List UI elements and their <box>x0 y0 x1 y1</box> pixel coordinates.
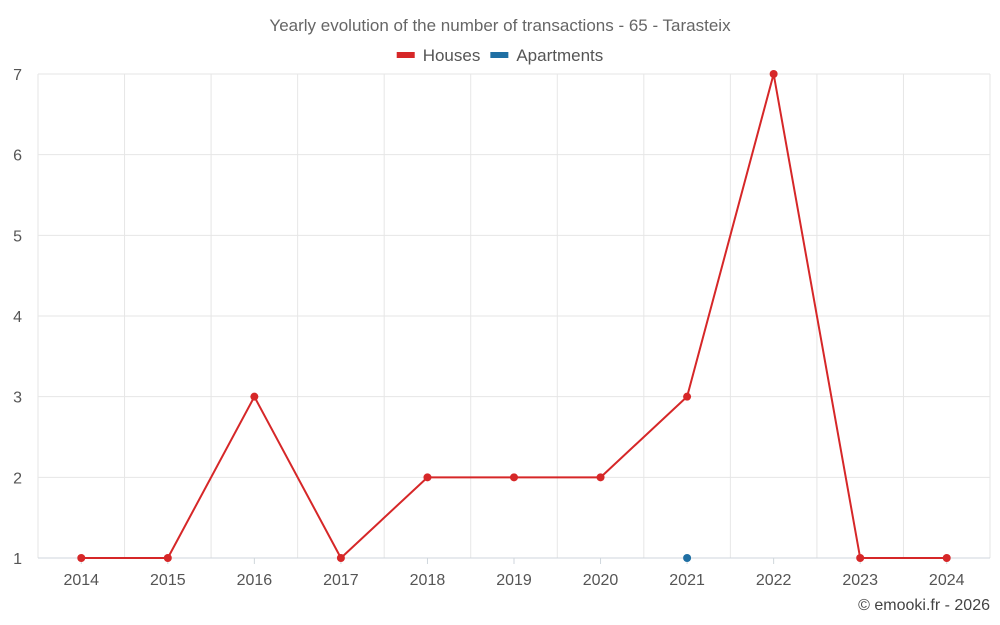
data-point[interactable] <box>769 70 778 78</box>
x-tick-label: 2022 <box>756 572 792 589</box>
legend-label: Apartments <box>516 46 603 65</box>
data-point[interactable] <box>423 473 432 482</box>
x-tick-label: 2019 <box>496 572 532 589</box>
data-point[interactable] <box>510 473 518 482</box>
x-tick-label: 2016 <box>237 572 273 589</box>
y-tick-label: 6 <box>13 148 22 165</box>
x-tick-label: 2021 <box>669 572 705 589</box>
chart-title: Yearly evolution of the number of transa… <box>269 16 731 35</box>
data-point[interactable] <box>596 473 605 482</box>
y-tick-label: 4 <box>13 309 22 326</box>
x-tick-label: 2018 <box>410 572 446 589</box>
series-houses <box>77 70 951 562</box>
y-tick-label: 2 <box>13 470 22 487</box>
y-axis: 1 2 3 4 5 6 7 <box>13 67 22 568</box>
x-axis: 2014 2015 2016 2017 2018 2019 2020 2021 2022 2023… <box>38 557 990 589</box>
y-tick-label: 1 <box>13 551 22 568</box>
y-tick-label: 5 <box>13 228 22 245</box>
data-point[interactable] <box>856 554 865 562</box>
y-tick-label: 3 <box>13 390 22 407</box>
series-layer <box>77 70 951 562</box>
x-tick-label: 2023 <box>842 572 878 589</box>
x-tick-label: 2015 <box>150 572 186 589</box>
credit: © emooki.fr - 2026 <box>858 597 990 614</box>
x-tick-label: 2014 <box>63 572 99 589</box>
x-tick-label: 2017 <box>323 572 359 589</box>
data-point[interactable] <box>77 554 86 562</box>
y-tick-label: 7 <box>13 67 22 84</box>
legend-swatch <box>396 52 415 58</box>
x-tick-label: 2020 <box>583 572 619 589</box>
data-point[interactable] <box>336 554 345 562</box>
x-tick-label: 2024 <box>929 572 965 589</box>
legend-swatch <box>490 52 509 58</box>
data-point[interactable] <box>683 392 692 401</box>
data-point[interactable] <box>250 392 259 401</box>
legend-label: Houses <box>423 46 481 65</box>
legend[interactable]: Houses Apartments <box>396 46 604 65</box>
data-point[interactable] <box>942 554 951 562</box>
data-point[interactable] <box>683 554 692 562</box>
data-point[interactable] <box>163 554 172 562</box>
series-apartments <box>683 554 692 562</box>
